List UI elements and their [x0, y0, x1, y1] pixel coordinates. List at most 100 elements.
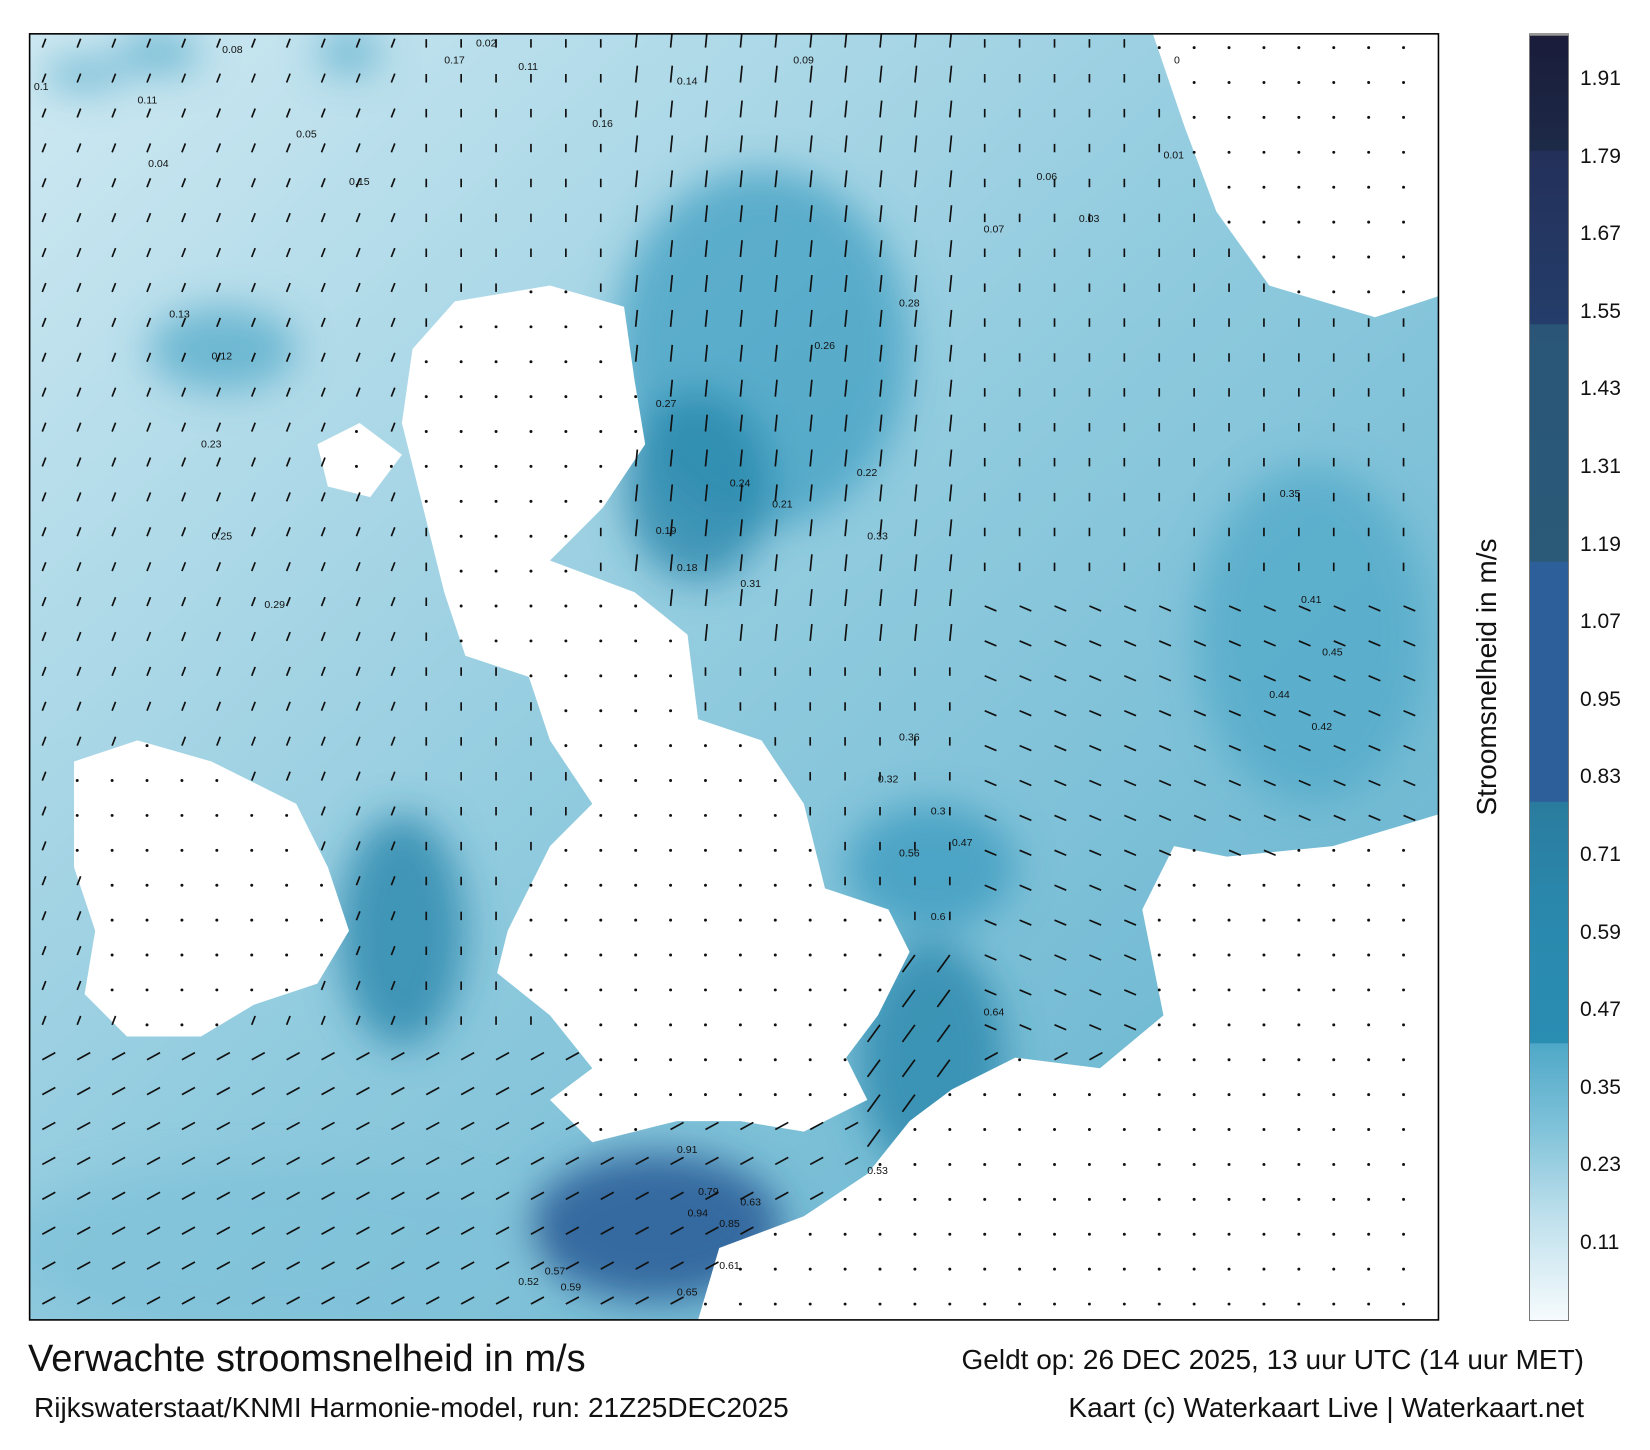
vector-dot	[1367, 1128, 1371, 1132]
vector-arrow	[181, 492, 187, 502]
vector-dot	[1402, 46, 1406, 50]
vector-arrow	[1228, 779, 1242, 787]
vector-arrow	[181, 527, 187, 537]
vector-dot	[459, 604, 463, 608]
vector-dot	[1262, 1093, 1266, 1097]
vector-arrow	[1123, 709, 1137, 717]
vector-dot	[529, 918, 533, 922]
vector-arrow	[181, 352, 187, 363]
vector-arrow	[111, 38, 117, 48]
vector-arrow	[1228, 849, 1242, 857]
vector-arrow	[41, 596, 47, 607]
vector-arrow	[181, 212, 187, 223]
vector-arrow	[844, 240, 848, 258]
vector-arrow	[111, 1261, 126, 1270]
vector-dot	[948, 1128, 952, 1132]
vector-dot	[1087, 1093, 1091, 1097]
vector-dot	[1367, 46, 1371, 50]
vector-arrow	[355, 387, 361, 397]
vector-dot	[564, 395, 568, 399]
vector-arrow	[530, 1261, 545, 1270]
vector-dot	[634, 813, 638, 817]
vector-dot	[634, 604, 638, 608]
vector-arrow	[1054, 1051, 1068, 1061]
vector-arrow	[1123, 640, 1137, 647]
vector-dot	[564, 918, 568, 922]
vector-arrow	[669, 589, 674, 607]
speed-label: 0.94	[688, 1207, 709, 1219]
vector-arrow	[1123, 884, 1137, 891]
vector-dot	[1262, 953, 1266, 957]
vector-arrow	[181, 1296, 196, 1305]
vector-arrow	[250, 701, 256, 712]
speed-label: 0.57	[545, 1265, 566, 1277]
vector-arrow	[181, 457, 187, 467]
vector-dot	[808, 918, 812, 922]
vector-dot	[1297, 255, 1301, 259]
vector-dot	[669, 918, 673, 922]
vector-dot	[1157, 1093, 1161, 1097]
vector-dot	[773, 883, 777, 887]
vector-arrow	[1368, 709, 1381, 717]
vector-arrow	[600, 1261, 615, 1270]
vector-dot	[1367, 1232, 1371, 1236]
vector-arrow	[1019, 919, 1032, 926]
vector-arrow	[355, 1015, 361, 1026]
vector-arrow	[390, 910, 396, 921]
vector-arrow	[460, 1261, 475, 1270]
vector-dot	[285, 988, 289, 992]
vector-arrow	[390, 1156, 405, 1166]
vector-dot	[1018, 1267, 1022, 1271]
vector-dot	[773, 1232, 777, 1236]
vector-arrow	[146, 143, 152, 153]
vector-dot	[250, 813, 254, 817]
vector-dot	[738, 953, 742, 957]
vector-dot	[1332, 1197, 1336, 1201]
vector-arrow	[634, 519, 639, 537]
vector-arrow	[844, 274, 848, 292]
vector-arrow	[41, 1051, 56, 1061]
vector-dot	[1262, 81, 1266, 84]
vector-dot	[250, 883, 254, 887]
speed-label: 0.27	[656, 398, 677, 410]
vector-arrow	[460, 1051, 475, 1061]
vector-arrow	[704, 309, 709, 327]
vector-dot	[808, 883, 812, 887]
vector-arrow	[250, 282, 256, 293]
vector-arrow	[111, 282, 117, 293]
vector-arrow	[76, 596, 82, 607]
vector-dot	[599, 953, 603, 957]
vector-arrow	[879, 274, 883, 292]
vector-dot	[738, 848, 742, 852]
vector-dot	[529, 988, 533, 992]
vector-dot	[1227, 1197, 1231, 1201]
vector-dot	[738, 918, 742, 922]
vector-arrow	[948, 274, 953, 292]
vector-arrow	[181, 1156, 196, 1166]
vector-dot	[110, 883, 114, 887]
vector-arrow	[355, 108, 361, 118]
vector-arrow	[739, 589, 743, 607]
map-title: Verwachte stroomsnelheid in m/s	[28, 1338, 586, 1380]
vector-arrow	[41, 771, 47, 781]
vector-arrow	[600, 1156, 615, 1166]
vector-arrow	[1123, 1024, 1137, 1031]
speed-label: 0.35	[1280, 488, 1301, 500]
vector-dot	[1297, 1162, 1301, 1166]
vector-dot	[529, 604, 533, 608]
vector-arrow	[41, 1226, 56, 1235]
vector-arrow	[321, 1226, 335, 1235]
speed-label: 0.15	[349, 176, 370, 188]
vector-arrow	[866, 1059, 881, 1078]
vector-arrow	[285, 212, 291, 223]
vector-dot	[704, 1058, 707, 1062]
vector-dot	[773, 1093, 777, 1097]
vector-arrow	[356, 1191, 370, 1201]
vector-arrow	[809, 135, 813, 153]
vector-arrow	[1089, 640, 1102, 647]
vector-arrow	[879, 414, 883, 432]
vector-arrow	[948, 135, 953, 153]
vector-arrow	[390, 247, 396, 258]
vector-arrow	[495, 1296, 510, 1305]
vector-arrow	[809, 274, 813, 292]
